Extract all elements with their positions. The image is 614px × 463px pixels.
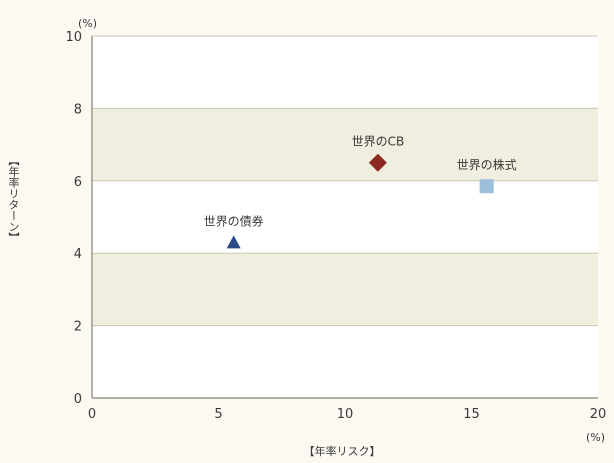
shaded-band <box>92 108 598 181</box>
plot-background <box>92 36 598 398</box>
x-tick-label: 20 <box>590 407 607 422</box>
y-axis-label: 【年率リターン】 <box>7 155 20 243</box>
y-tick-label: 8 <box>74 102 82 117</box>
y-tick-label: 0 <box>74 392 82 407</box>
x-tick-label: 0 <box>88 407 96 422</box>
y-tick-label: 2 <box>74 320 82 335</box>
y-axis-unit: (%) <box>78 17 97 30</box>
data-point-diamond <box>368 153 387 172</box>
x-tick-label: 5 <box>214 407 222 422</box>
data-point-label: 世界の株式 <box>457 157 517 172</box>
data-point-label: 世界のCB <box>352 135 405 149</box>
x-axis-unit: (%) <box>586 431 605 444</box>
data-point-square <box>479 179 494 194</box>
shaded-band <box>92 253 598 326</box>
y-tick-label: 10 <box>65 30 82 45</box>
data-marks <box>226 153 494 249</box>
y-tick-label: 6 <box>74 175 82 190</box>
data-point-triangle <box>226 235 241 249</box>
x-tick-label: 15 <box>463 407 480 422</box>
chart-text: (%) (%) 【年率リスク】 0 2 4 6 8 10 0 5 10 15 20 世界の債券 世界のC… <box>65 17 606 458</box>
x-axis-label: 【年率リスク】 <box>304 444 381 458</box>
data-point-label: 世界の債券 <box>204 213 264 228</box>
y-tick-label: 4 <box>74 247 82 262</box>
x-tick-label: 10 <box>337 407 354 422</box>
plot-area <box>91 35 598 399</box>
